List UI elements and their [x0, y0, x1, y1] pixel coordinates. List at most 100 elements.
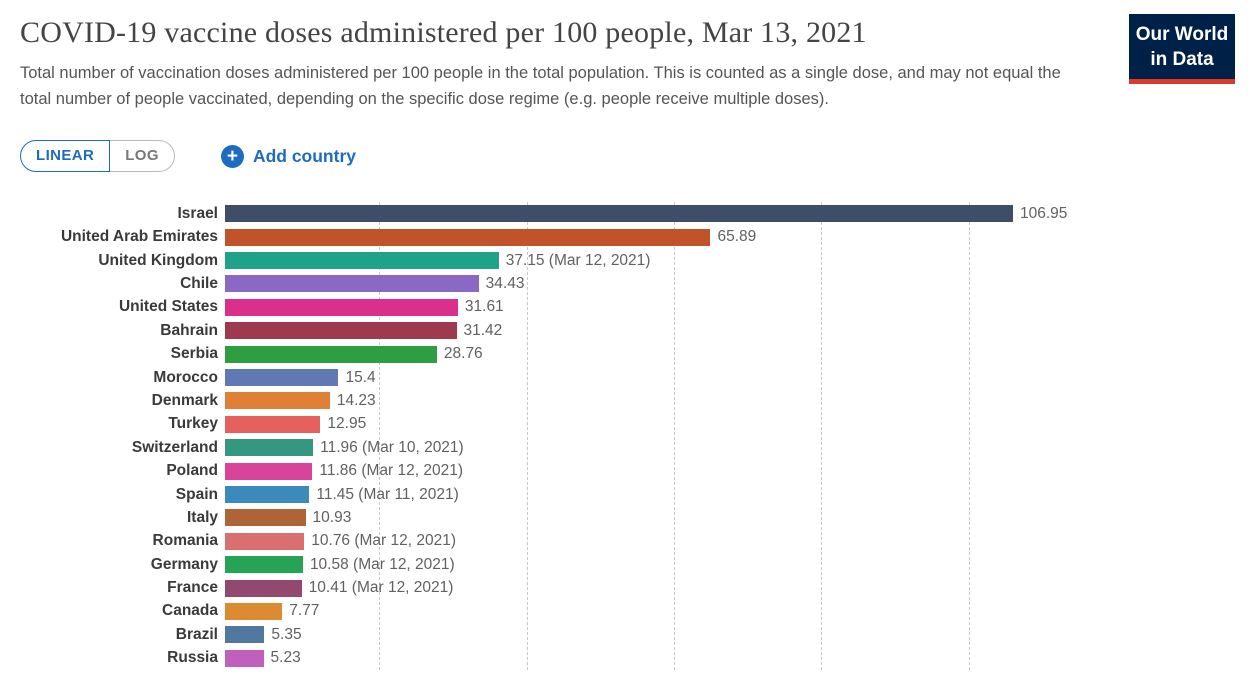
bar[interactable]	[225, 532, 305, 550]
value-label: 28.76	[443, 345, 483, 363]
bar-row: Denmark 14.23	[20, 389, 1250, 412]
value-label: 11.45 (Mar 11, 2021)	[316, 485, 459, 503]
bar-wrap: 10.41 (Mar 12, 2021)	[225, 579, 1250, 597]
country-label[interactable]: Italy	[186, 508, 218, 526]
add-country-label: Add country	[252, 145, 356, 166]
country-label[interactable]: United Arab Emirates	[60, 228, 218, 246]
country-label[interactable]: Poland	[166, 462, 218, 480]
bar[interactable]	[225, 602, 283, 620]
bar-row: Canada 7.77	[20, 600, 1250, 623]
bar-row: United Arab Emirates 65.89	[20, 226, 1250, 249]
value-label: 5.35	[271, 625, 302, 643]
country-label[interactable]: Turkey	[168, 415, 218, 433]
country-label[interactable]: Canada	[162, 602, 218, 620]
value-label: 37.15 (Mar 12, 2021)	[505, 251, 651, 269]
country-label[interactable]: Denmark	[151, 391, 218, 409]
country-label[interactable]: Chile	[180, 274, 218, 292]
bar[interactable]	[225, 649, 264, 667]
bar-row: Serbia 28.76	[20, 342, 1250, 365]
value-label: 15.4	[345, 368, 376, 386]
value-label: 14.23	[336, 391, 376, 409]
country-label[interactable]: Germany	[150, 555, 218, 573]
bar-wrap: 15.4	[225, 368, 1250, 387]
bar-rows: Israel 106.95 United Arab Emirates 65.89 Uni…	[20, 202, 1250, 670]
bar[interactable]	[225, 486, 310, 503]
bar[interactable]	[225, 509, 306, 527]
country-label[interactable]: United Kingdom	[98, 251, 218, 269]
bar[interactable]	[225, 228, 711, 246]
value-label: 106.95	[1020, 204, 1068, 222]
scale-toggle: LINEAR LOG	[20, 140, 175, 173]
value-label: 11.96 (Mar 10, 2021)	[320, 438, 464, 456]
country-label[interactable]: Switzerland	[131, 438, 218, 456]
value-label: 10.41 (Mar 12, 2021)	[308, 579, 454, 597]
bar-wrap: 5.23	[225, 649, 1250, 667]
bar-row: Brazil 5.35	[20, 623, 1250, 646]
bar-wrap: 11.86 (Mar 12, 2021)	[225, 462, 1250, 480]
bar-wrap: 10.93	[225, 508, 1250, 527]
add-country-button[interactable]: + Add country	[220, 144, 356, 168]
bar[interactable]	[225, 415, 321, 433]
bar[interactable]	[225, 369, 339, 387]
bar-chart: Israel 106.95 United Arab Emirates 65.89 Uni…	[0, 202, 1250, 670]
bar[interactable]	[225, 275, 479, 293]
bar-wrap: 34.43	[225, 275, 1250, 293]
bar-row: Spain 11.45 (Mar 11, 2021)	[20, 483, 1250, 506]
gridline-20	[379, 202, 381, 670]
bar[interactable]	[225, 322, 457, 340]
bar-wrap: 11.96 (Mar 10, 2021)	[225, 438, 1250, 457]
plus-icon: +	[220, 144, 244, 168]
bar-wrap: 10.58 (Mar 12, 2021)	[225, 555, 1250, 574]
owid-logo[interactable]: Our World in Data	[1129, 14, 1235, 84]
country-label[interactable]: Russia	[167, 649, 218, 667]
bar-row: Italy 10.93	[20, 506, 1250, 529]
linear-scale-button[interactable]: LINEAR	[20, 140, 111, 173]
bar-row: Russia 5.23	[20, 647, 1250, 670]
log-scale-button[interactable]: LOG	[110, 140, 175, 173]
country-label[interactable]: Brazil	[175, 625, 218, 643]
bar-wrap: 12.95	[225, 415, 1250, 433]
country-label[interactable]: France	[167, 579, 218, 597]
country-label[interactable]: Serbia	[170, 345, 218, 363]
country-label[interactable]: Israel	[177, 204, 218, 222]
chart-controls: LINEAR LOG + Add country	[20, 140, 1250, 173]
bar-row: Switzerland 11.96 (Mar 10, 2021)	[20, 436, 1250, 459]
value-label: 31.42	[463, 321, 503, 339]
chart-subtitle: Total number of vaccination doses admini…	[20, 64, 1061, 109]
bar-wrap: 37.15 (Mar 12, 2021)	[225, 251, 1250, 270]
bar-row: Turkey 12.95	[20, 413, 1250, 436]
bar-row: Israel 106.95	[20, 202, 1250, 225]
bar[interactable]	[225, 462, 313, 480]
bar-wrap: 7.77	[225, 602, 1250, 620]
country-label[interactable]: Romania	[152, 532, 218, 550]
bar-row: Romania 10.76 (Mar 12, 2021)	[20, 530, 1250, 553]
bar[interactable]	[225, 626, 265, 644]
bar-row: Bahrain 31.42	[20, 319, 1250, 342]
country-label[interactable]: Spain	[175, 485, 218, 503]
bar-row: United States 31.61	[20, 296, 1250, 319]
bar-row: United Kingdom 37.15 (Mar 12, 2021)	[20, 249, 1250, 272]
bar-wrap: 11.45 (Mar 11, 2021)	[225, 486, 1250, 503]
bar-wrap: 31.61	[225, 298, 1250, 316]
chart-header: COVID-19 vaccine doses administered per …	[0, 0, 1250, 112]
owid-logo-line1: Our World	[1135, 24, 1229, 45]
bar[interactable]	[225, 205, 1013, 223]
bar[interactable]	[225, 345, 437, 363]
bar[interactable]	[225, 439, 314, 457]
bar-row: Germany 10.58 (Mar 12, 2021)	[20, 553, 1250, 576]
value-label: 11.86 (Mar 12, 2021)	[319, 462, 463, 480]
bar[interactable]	[225, 579, 302, 597]
gridline-100	[968, 202, 970, 670]
value-label: 10.58 (Mar 12, 2021)	[309, 555, 455, 573]
bar[interactable]	[225, 392, 330, 410]
country-label[interactable]: Bahrain	[160, 321, 218, 339]
value-label: 10.93	[312, 508, 352, 526]
country-label[interactable]: United States	[118, 298, 218, 316]
bar[interactable]	[225, 556, 303, 574]
gridline-80	[821, 202, 823, 670]
bar[interactable]	[225, 298, 458, 316]
bar-wrap: 10.76 (Mar 12, 2021)	[225, 532, 1250, 550]
bar[interactable]	[225, 252, 499, 270]
bar-wrap: 5.35	[225, 625, 1250, 644]
country-label[interactable]: Morocco	[153, 368, 218, 386]
